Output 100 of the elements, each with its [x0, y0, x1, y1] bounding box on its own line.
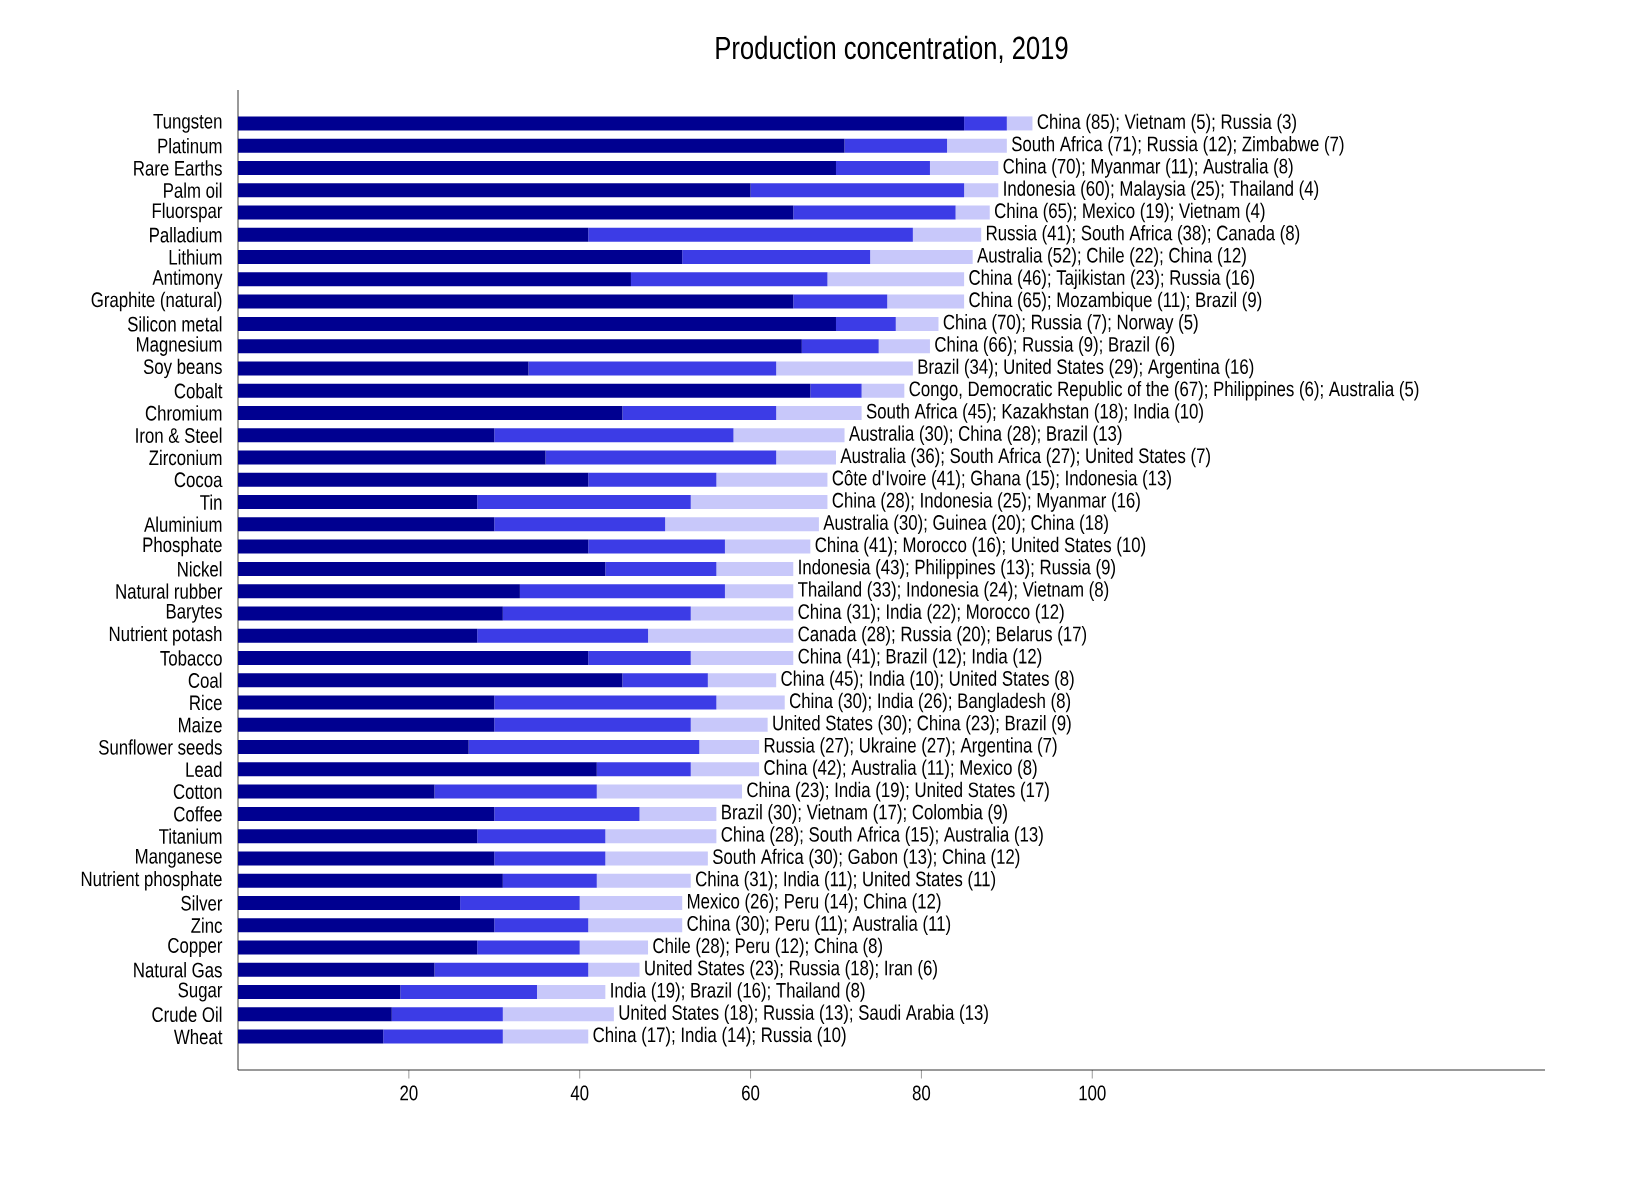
bar — [238, 250, 683, 265]
bar — [605, 851, 708, 866]
total-label: China (31); India (22); Morocco (12) — [798, 603, 1064, 624]
bar — [690, 762, 760, 777]
bar — [238, 272, 631, 287]
y-tick-label: Tin — [200, 494, 222, 510]
total-label: China (65); Mexico (19); Vietnam (4) — [994, 202, 1265, 223]
y-tick-label: Aluminium — [144, 516, 222, 533]
bar — [468, 740, 700, 755]
bar — [477, 940, 580, 955]
total-label: South Africa (71); Russia (12); Zimbabwe (7) — [1011, 135, 1344, 156]
bar — [494, 918, 589, 933]
y-tick-label: Cobalt — [174, 382, 223, 399]
bar — [502, 1007, 614, 1022]
total-label: China (42); Australia (11); Mexico (8) — [764, 759, 1037, 780]
total-label: China (17); India (14); Russia (10) — [593, 1026, 846, 1047]
y-tick-label: Nutrient phosphate — [81, 870, 222, 891]
bar — [579, 895, 683, 910]
bar — [238, 673, 623, 688]
bar — [724, 584, 794, 599]
bar — [502, 873, 597, 888]
bar — [596, 762, 691, 777]
bar — [622, 405, 777, 420]
bar — [947, 138, 1007, 153]
total-label: China (23); India (19); United States (17) — [747, 781, 1049, 802]
y-tick-label: Platinum — [158, 137, 222, 154]
x-tick-label: 80 — [912, 1085, 931, 1101]
bar — [690, 606, 794, 621]
bar — [716, 561, 794, 576]
bar — [690, 717, 768, 732]
bar — [528, 361, 777, 376]
bar — [238, 361, 529, 376]
x-tick-label: 60 — [742, 1085, 760, 1101]
total-label: Brazil (30); Vietnam (17); Colombia (9) — [722, 804, 1007, 824]
total-label: China (85); Vietnam (5); Russia (3) — [1037, 113, 1296, 134]
y-tick-label: Palm oil — [164, 182, 222, 198]
y-tick-label: Silicon metal — [127, 316, 222, 332]
total-label: China (28); South Africa (15); Australia (13) — [721, 826, 1043, 846]
bar — [733, 428, 845, 443]
bar — [460, 895, 580, 910]
y-tick-label: Sunflower seeds — [99, 739, 222, 755]
bar — [238, 940, 478, 955]
total-label: Australia (30); China (28); Brazil (13) — [848, 425, 1122, 446]
total-label: United States (18); Russia (13); Saudi Arabia (13) — [619, 1004, 988, 1025]
bar — [810, 383, 862, 398]
bar — [238, 539, 589, 554]
bar — [477, 495, 691, 510]
total-label: China (46); Tajikistan (23); Russia (16) — [969, 269, 1255, 290]
bar — [238, 762, 597, 777]
bar — [238, 316, 836, 331]
y-tick-label: Iron & Steel — [136, 427, 222, 443]
bar — [835, 160, 930, 175]
bar — [494, 517, 666, 532]
total-label: Mexico (26); Peru (14); China (12) — [687, 893, 941, 913]
bar — [605, 829, 717, 844]
y-tick-label: Copper — [168, 938, 223, 958]
bar — [238, 116, 965, 131]
total-label: China (28); Indonesia (25); Myanmar (16) — [832, 492, 1140, 512]
y-tick-label: Tungsten — [153, 114, 222, 133]
bar — [665, 517, 819, 532]
bar — [827, 272, 965, 287]
bar — [238, 806, 495, 821]
bar — [477, 829, 606, 844]
bar — [238, 339, 802, 354]
bar — [238, 784, 435, 799]
bar — [964, 183, 999, 198]
bar — [519, 584, 725, 599]
total-label: China (70); Myanmar (11); Australia (8) — [1003, 158, 1293, 178]
bar — [596, 873, 691, 888]
total-label: Canada (28); Russia (20); Belarus (17) — [798, 625, 1087, 646]
bar — [776, 361, 913, 376]
total-label: Russia (27); Ukraine (27); Argentina (7) — [764, 737, 1057, 757]
bar — [238, 740, 469, 755]
y-tick-label: Nutrient potash — [109, 625, 222, 646]
bar — [793, 205, 956, 220]
y-tick-label: Lead — [186, 761, 222, 778]
total-label: Congo, Democratic Republic of the (67); Philippines (6); Australia (5) — [909, 380, 1419, 401]
bar — [776, 405, 862, 420]
bar — [238, 450, 546, 465]
bar — [238, 183, 751, 198]
bar — [861, 383, 905, 398]
bar — [238, 383, 811, 398]
bar — [238, 606, 503, 621]
bar — [238, 717, 495, 732]
total-label: Indonesia (60); Malaysia (25); Thailand (4) — [1004, 180, 1319, 201]
bar — [588, 918, 683, 933]
bar — [494, 851, 606, 866]
y-tick-label: Natural rubber — [116, 583, 223, 599]
bar — [238, 650, 589, 665]
bar — [238, 472, 589, 487]
bar — [793, 294, 888, 309]
bar — [716, 695, 785, 710]
y-tick-label: Coal — [188, 672, 222, 688]
bar — [801, 339, 879, 354]
bar — [238, 405, 623, 420]
total-label: United States (30); China (23); Brazil (9) — [773, 715, 1071, 735]
bar — [238, 985, 401, 1000]
bar — [964, 116, 1007, 131]
total-label: Chile (28); Peru (12); China (8) — [653, 937, 882, 958]
total-label: Indonesia (43); Philippines (13); Russia (9) — [799, 559, 1115, 579]
